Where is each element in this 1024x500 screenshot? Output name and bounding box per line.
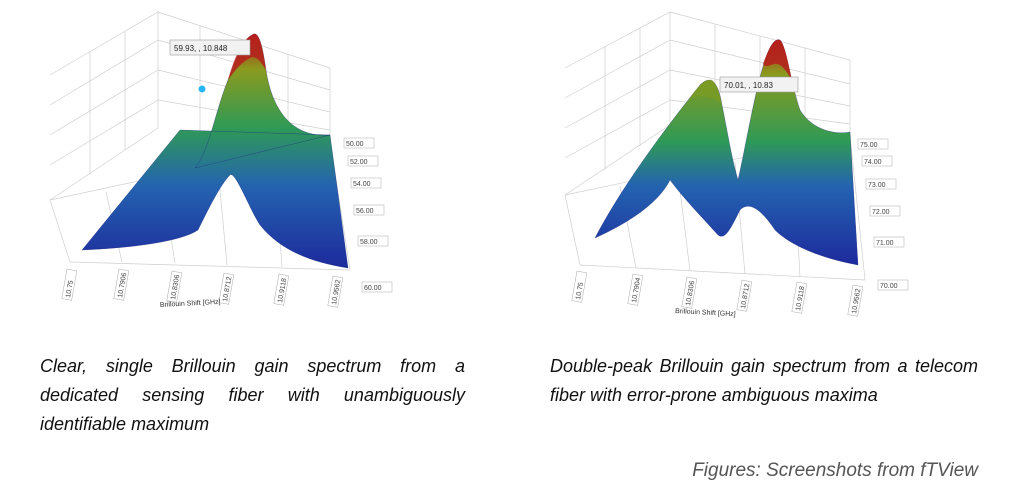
- chart-single-peak: 59.93, , 10.848 10.75 10.7906 10.8306 10.87…: [30, 0, 490, 330]
- caption-right: Double-peak Brillouin gain spectrum from…: [550, 356, 978, 405]
- y-left-tick-1: 58.00: [360, 239, 378, 246]
- surface-left: [81, 33, 349, 269]
- y-left-tick-2: 56.00: [356, 208, 374, 215]
- x-left-tick-0: 10.75: [65, 280, 75, 299]
- surface-plot-right: 70.01, , 10.83 10.75 10.7904 10.8306 10.871…: [564, 11, 909, 318]
- y-left-tick-0: 60.00: [364, 285, 382, 292]
- y-right-tick-0: 70.00: [880, 283, 898, 290]
- y-right-tick-4: 74.00: [864, 159, 882, 166]
- y-right-tick-5: 75.00: [860, 142, 878, 149]
- x-left-tick-1: 10.7906: [117, 272, 128, 298]
- x-axis-label-right: Brillouin Shift [GHz]: [675, 308, 736, 318]
- y-ticks-left: 60.00 58.00 56.00 54.00 52.00 50.00: [343, 137, 393, 293]
- y-left-tick-4: 52.00: [350, 159, 368, 166]
- x-right-tick-2: 10.8306: [685, 280, 696, 306]
- surface-plot-left: 59.93, , 10.848 10.75 10.7906 10.8306 10.87…: [49, 11, 393, 309]
- x-right-tick-0: 10.75: [575, 282, 585, 301]
- x-ticks-right: 10.75 10.7904 10.8306 10.8712 10.9118 10.9562: [571, 270, 864, 317]
- chart-double-peak: 70.01, , 10.83 10.75 10.7904 10.8306 10.871…: [550, 0, 1010, 330]
- figure-source-note: Figures: Screenshots from fTView: [692, 460, 978, 481]
- x-axis-label-left: Brillouin Shift [GHz]: [160, 299, 221, 309]
- y-right-tick-1: 71.00: [876, 240, 894, 247]
- y-left-tick-3: 54.00: [353, 181, 371, 188]
- x-left-tick-4: 10.9118: [277, 278, 288, 304]
- x-ticks-left: 10.75 10.7906 10.8306 10.8712 10.9118 10.9562: [61, 268, 344, 308]
- peak-tooltip-right: 70.01, , 10.83: [719, 76, 799, 93]
- y-right-tick-2: 72.00: [872, 209, 890, 216]
- surface-right: [594, 39, 859, 266]
- x-right-tick-1: 10.7904: [631, 277, 642, 303]
- peak-label-right: 70.01, , 10.83: [724, 81, 773, 90]
- x-left-tick-2: 10.8306: [170, 274, 181, 300]
- y-ticks-right: 70.00 71.00 72.00 73.00 74.00 75.00: [857, 138, 909, 291]
- y-right-tick-3: 73.00: [868, 182, 886, 189]
- x-right-tick-3: 10.8712: [740, 283, 751, 309]
- peak-label-left: 59.93, , 10.848: [174, 44, 228, 53]
- x-left-tick-5: 10.9562: [331, 279, 342, 305]
- caption-left: Clear, single Brillouin gain spectrum fr…: [40, 356, 465, 434]
- x-left-tick-3: 10.8712: [222, 276, 233, 302]
- x-right-tick-5: 10.9562: [851, 288, 862, 314]
- y-left-tick-5: 50.00: [346, 141, 364, 148]
- peak-tooltip-left: 59.93, , 10.848: [169, 39, 251, 94]
- x-right-tick-4: 10.9118: [795, 286, 806, 312]
